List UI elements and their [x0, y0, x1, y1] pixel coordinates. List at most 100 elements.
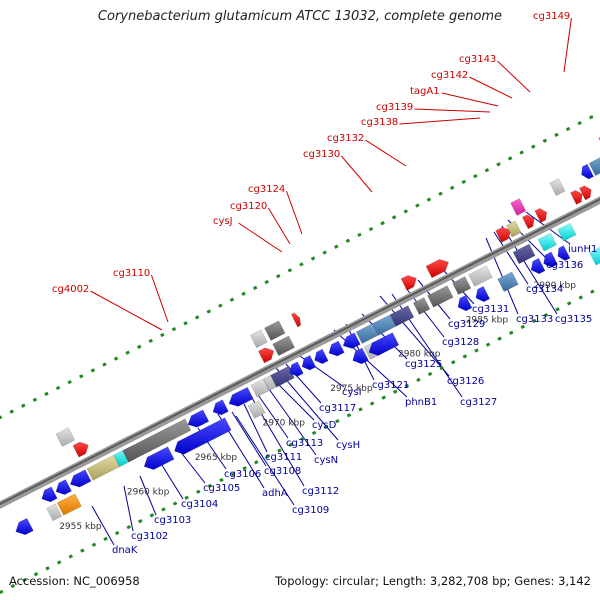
gene-block [588, 157, 600, 176]
reverse-gene-arrow [289, 361, 304, 377]
tick-mark [161, 507, 166, 512]
scale-label: 2990 kbp [534, 281, 577, 291]
tick-mark [554, 132, 559, 137]
reverse-gene-label: adhA [262, 488, 288, 499]
gene-block [56, 493, 82, 516]
reverse-gene-arrow [212, 399, 229, 416]
tick-mark [55, 385, 61, 391]
tick-mark [21, 403, 26, 408]
reverse-gene-arrow [15, 517, 34, 536]
leader-line [285, 190, 303, 235]
gene-block [505, 220, 522, 238]
reverse-gene-label: cg3136 [546, 260, 583, 271]
tick-mark [0, 415, 3, 420]
reverse-gene-label: cg3113 [286, 438, 323, 449]
tick-mark [335, 418, 340, 424]
map-title: Corynebacterium glutamicum ATCC 13032, c… [97, 9, 503, 24]
tick-mark [543, 313, 549, 318]
gene-block [452, 276, 472, 295]
accession-text: Accession: NC_006958 [9, 574, 140, 588]
tick-mark [404, 383, 410, 388]
reverse-gene-label: cysN [314, 455, 338, 466]
reverse-gene-arrow [328, 340, 345, 357]
tick-mark [229, 297, 235, 302]
tick-mark [196, 489, 201, 494]
tick-mark [206, 309, 211, 314]
tick-mark [461, 179, 466, 185]
leader-line [414, 108, 491, 113]
tick-mark [299, 262, 304, 267]
tick-mark [254, 460, 259, 465]
reverse-gene-label: cg3108 [264, 466, 301, 477]
tick-mark [519, 150, 524, 155]
tick-mark [462, 354, 468, 359]
reverse-gene-arrow [475, 286, 491, 303]
gene-block [55, 427, 76, 447]
tick-mark [149, 513, 155, 518]
reverse-gene-label: cg3133 [516, 314, 553, 325]
reverse-gene-label: cg3131 [472, 304, 509, 315]
tick-mark [80, 548, 85, 553]
tick-mark [90, 368, 96, 373]
tick-mark [496, 162, 501, 167]
leader-line [361, 313, 408, 360]
tick-mark [184, 495, 189, 500]
tick-mark [566, 301, 572, 306]
tick-mark [310, 256, 316, 261]
forward-gene-label: tagA1 [410, 86, 440, 97]
tick-mark [300, 436, 305, 441]
tick-mark [207, 483, 213, 489]
tick-mark [427, 371, 433, 377]
tick-mark [230, 471, 236, 477]
reverse-gene-label: cg3111 [265, 452, 302, 463]
tick-mark [288, 442, 294, 447]
tick-mark [322, 250, 327, 255]
leader-line [469, 76, 513, 99]
tick-mark [334, 244, 339, 249]
reverse-gene-arrow [187, 409, 210, 428]
reverse-gene-arrow [530, 257, 546, 275]
gene-block [589, 247, 600, 266]
tick-mark [520, 324, 526, 330]
tick-mark [369, 401, 375, 406]
tick-mark [565, 126, 571, 132]
reverse-gene-arrow [543, 251, 558, 268]
tick-mark [438, 191, 443, 196]
leader-line [159, 461, 184, 500]
scale-label: 2985 kbp [466, 315, 509, 325]
forward-gene-arrow [72, 441, 89, 458]
gene-block [512, 243, 536, 265]
rna-block [510, 198, 527, 216]
scale-label: 2975 kbp [330, 384, 373, 394]
reverse-gene-arrow [228, 386, 254, 407]
reverse-gene-arrow [557, 245, 571, 261]
reverse-gene-arrow [174, 417, 232, 455]
reverse-gene-arrow [581, 163, 594, 180]
tick-mark [358, 407, 363, 412]
forward-gene-arrow [258, 347, 275, 364]
tick-mark [44, 391, 49, 397]
forward-gene-label: cg3142 [431, 70, 468, 81]
reverse-gene-arrow [352, 347, 369, 365]
tick-mark [345, 238, 351, 243]
reverse-gene-label: cg3121 [372, 380, 409, 391]
reverse-gene-arrow [41, 486, 58, 503]
reverse-gene-arrow [55, 479, 72, 495]
leader-line [231, 411, 267, 467]
tick-mark [114, 530, 120, 536]
tick-mark [45, 566, 50, 571]
tick-mark [508, 330, 514, 335]
tick-mark [32, 397, 38, 402]
reverse-gene-label: cg3103 [154, 515, 191, 526]
reverse-gene-label: cg3134 [526, 284, 563, 295]
tick-mark [9, 409, 14, 414]
tick-mark [102, 362, 107, 367]
reverse-gene-label: cg3128 [442, 337, 479, 348]
leader-line [563, 17, 572, 73]
scale-label: 2965 kbp [195, 453, 238, 463]
tick-mark [426, 197, 432, 202]
tick-mark [415, 203, 420, 208]
reverse-gene-label: cg3117 [319, 403, 356, 414]
tick-mark [33, 572, 39, 577]
